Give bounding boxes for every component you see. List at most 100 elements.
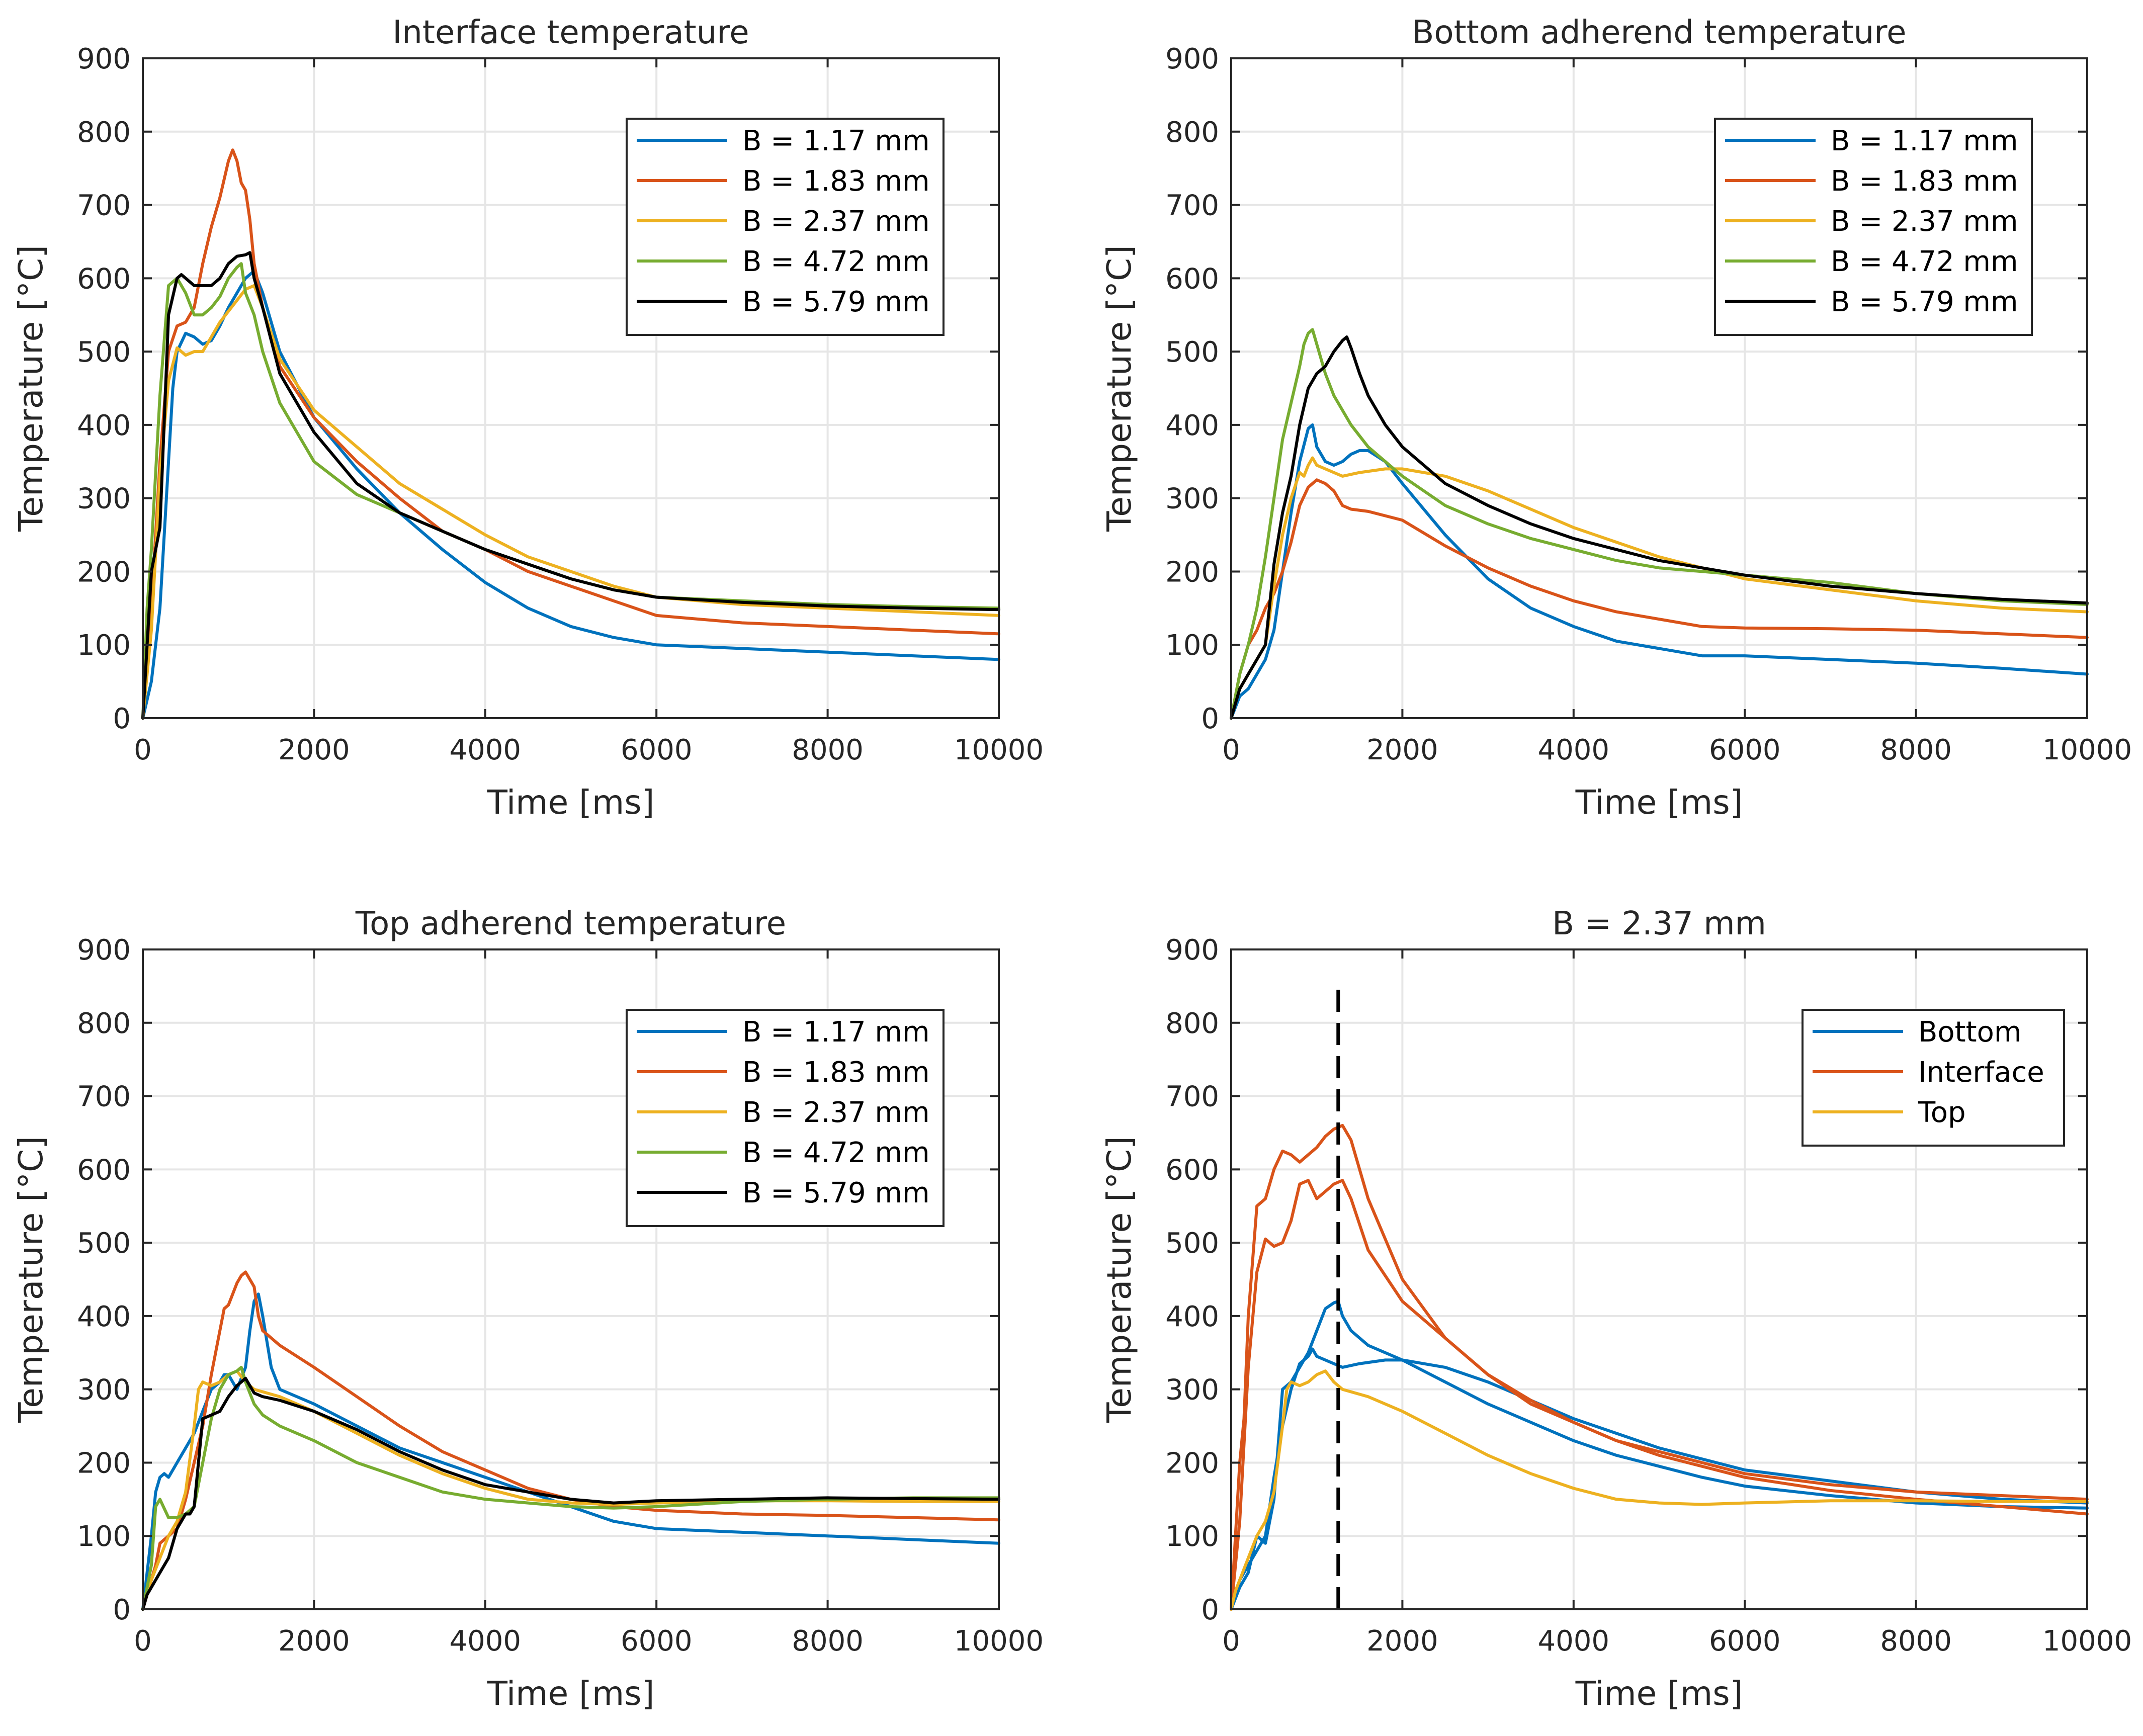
legend-box <box>626 1009 945 1227</box>
x-tick-label: 10000 <box>2042 734 2132 766</box>
y-axis-label: Temperature [°C] <box>1100 1136 1139 1423</box>
x-tick-label: 0 <box>134 734 152 766</box>
legend-label: B = 4.72 mm <box>1831 245 2018 278</box>
y-tick-label: 800 <box>77 1007 131 1040</box>
x-tick-label: 4000 <box>450 1625 522 1658</box>
y-tick-label: 700 <box>77 1081 131 1113</box>
y-tick-label: 0 <box>113 1594 131 1626</box>
x-tick-label: 0 <box>1222 734 1240 766</box>
y-axis-label: Temperature [°C] <box>1100 245 1139 532</box>
y-tick-label: 100 <box>77 1520 131 1553</box>
y-tick-label: 400 <box>1165 1300 1219 1333</box>
x-tick-label: 10000 <box>954 1625 1044 1658</box>
x-tick-label: 8000 <box>792 734 864 766</box>
legend-label: B = 1.83 mm <box>742 1056 930 1089</box>
y-tick-label: 600 <box>77 1154 131 1186</box>
chart-title: Top adherend temperature <box>355 905 786 942</box>
y-tick-label: 200 <box>77 1447 131 1480</box>
legend: B = 1.17 mm B = 1.83 mm B = 2.37 mm B = 4.7… <box>626 1009 945 1227</box>
legend-label: B = 1.83 mm <box>742 165 930 198</box>
x-axis-label: Time [ms] <box>1575 783 1743 822</box>
x-tick-label: 6000 <box>621 734 693 766</box>
y-tick-label: 200 <box>1165 1447 1219 1480</box>
y-tick-label: 600 <box>1165 263 1219 295</box>
series-line-bottom <box>1230 1299 2089 1611</box>
axes-frame <box>142 948 1000 1610</box>
y-tick-label: 100 <box>1165 1520 1219 1553</box>
x-tick-label: 0 <box>134 1625 152 1658</box>
chart-title: Bottom adherend temperature <box>1412 14 1907 51</box>
y-tick-label: 700 <box>1165 1081 1219 1113</box>
y-tick-label: 800 <box>1165 1007 1219 1040</box>
legend-label: Bottom <box>1918 1016 2021 1049</box>
y-tick-label: 300 <box>1165 1374 1219 1407</box>
x-tick-label: 6000 <box>1709 1625 1781 1658</box>
legend-label: B = 2.37 mm <box>742 1096 930 1129</box>
y-tick-label: 300 <box>77 483 131 515</box>
x-tick-label: 10000 <box>2042 1625 2132 1658</box>
x-tick-label: 8000 <box>1880 1625 1952 1658</box>
legend: B = 1.17 mm B = 1.83 mm B = 2.37 mm B = 4.7… <box>1714 118 2033 336</box>
y-tick-label: 700 <box>1165 190 1219 222</box>
y-tick-label: 500 <box>1165 336 1219 369</box>
series-line-bottom <box>1230 1347 2089 1611</box>
y-tick-label: 500 <box>77 1227 131 1260</box>
x-tick-label: 4000 <box>1538 734 1610 766</box>
legend-label: B = 2.37 mm <box>1831 205 2018 238</box>
x-axis-label: Time [ms] <box>1575 1674 1743 1713</box>
y-tick-label: 900 <box>77 934 131 967</box>
x-tick-label: 4000 <box>450 734 522 766</box>
y-tick-label: 600 <box>1165 1154 1219 1186</box>
legend-box <box>1714 118 2033 336</box>
y-tick-label: 300 <box>1165 483 1219 515</box>
legend-label: B = 5.79 mm <box>742 1177 930 1209</box>
y-tick-label: 900 <box>1165 934 1219 967</box>
y-tick-label: 700 <box>77 190 131 222</box>
y-tick-label: 500 <box>1165 1227 1219 1260</box>
y-tick-label: 600 <box>77 263 131 295</box>
x-axis-label: Time [ms] <box>487 1674 655 1713</box>
y-tick-label: 800 <box>1165 116 1219 149</box>
x-tick-label: 2000 <box>278 734 350 766</box>
legend: Bottom Interface Top <box>1802 1009 2065 1147</box>
legend-label: B = 4.72 mm <box>742 245 930 278</box>
legend-label: B = 5.79 mm <box>742 286 930 318</box>
series-line-interface <box>1230 1179 2089 1611</box>
chart-panel-1: 0 2000 4000 6000 8000 10000 0 100 200 300 400 500 60… <box>12 14 1044 822</box>
chart-title: Interface temperature <box>392 14 749 51</box>
x-tick-label: 6000 <box>621 1625 693 1658</box>
legend-label: Top <box>1918 1096 1966 1129</box>
legend-label: B = 1.17 mm <box>742 125 930 157</box>
series-line-top <box>1230 1369 2089 1611</box>
x-tick-label: 2000 <box>278 1625 350 1658</box>
chart-panel-4: 0 2000 4000 6000 8000 10000 0 100 200 300 400 500 60… <box>1100 905 2132 1713</box>
y-tick-label: 400 <box>77 409 131 442</box>
series-line-b-1-17-mm <box>1230 423 2089 720</box>
y-tick-label: 0 <box>1201 1594 1219 1626</box>
y-tick-label: 900 <box>1165 43 1219 75</box>
chart-panel-2: 0 2000 4000 6000 8000 10000 0 100 200 300 400 500 60… <box>1100 14 2132 822</box>
series-line-b-5-79-mm <box>141 1376 1000 1611</box>
x-tick-label: 6000 <box>1709 734 1781 766</box>
y-tick-label: 400 <box>1165 409 1219 442</box>
legend-label: B = 2.37 mm <box>742 205 930 238</box>
series-line-b-5-79-mm <box>141 251 1000 720</box>
legend-label: B = 4.72 mm <box>742 1137 930 1169</box>
chart-panel-3: 0 2000 4000 6000 8000 10000 0 100 200 300 400 500 60… <box>12 905 1044 1713</box>
legend-box <box>626 118 945 336</box>
y-tick-label: 0 <box>113 703 131 735</box>
legend: B = 1.17 mm B = 1.83 mm B = 2.37 mm B = 4.7… <box>626 118 945 336</box>
series-line-b-5-79-mm <box>1230 335 2089 720</box>
y-tick-label: 200 <box>1165 556 1219 588</box>
legend-label: B = 1.17 mm <box>1831 125 2018 157</box>
y-tick-label: 500 <box>77 336 131 369</box>
axes-frame <box>142 57 1000 719</box>
y-tick-label: 900 <box>77 43 131 75</box>
legend-label: Interface <box>1918 1056 2044 1089</box>
y-tick-label: 400 <box>77 1300 131 1333</box>
x-tick-label: 8000 <box>1880 734 1952 766</box>
series-line-b-1-17-mm <box>141 1292 1000 1611</box>
x-tick-label: 2000 <box>1366 734 1438 766</box>
series-line-b-4-72-mm <box>141 1365 1000 1611</box>
x-tick-label: 8000 <box>792 1625 864 1658</box>
